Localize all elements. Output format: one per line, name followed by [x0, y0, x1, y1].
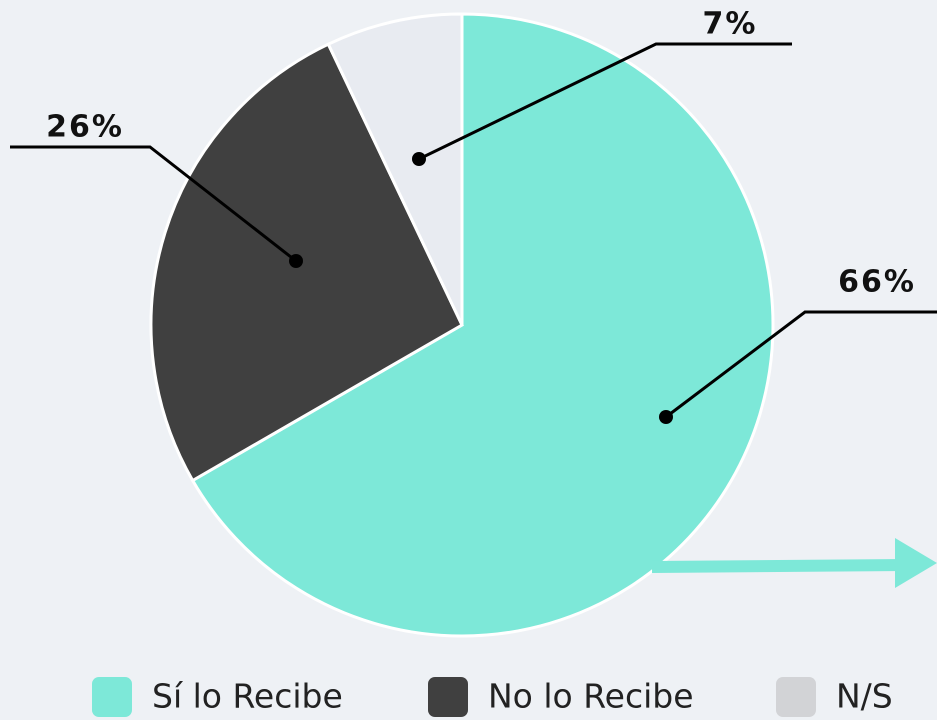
- leader-line: [418, 42, 792, 161]
- arrow-head: [895, 538, 937, 588]
- legend-label: N/S: [836, 677, 893, 716]
- value-label: 26%: [46, 110, 124, 145]
- legend-swatch: [92, 677, 132, 717]
- labels: 66% 26% 7%: [10, 7, 937, 424]
- leader-dot: [412, 152, 426, 166]
- arrow-shaft: [651, 559, 906, 573]
- legend-swatch: [428, 677, 468, 717]
- arrow: [651, 538, 937, 588]
- value-label: 7%: [703, 7, 758, 42]
- legend-label: No lo Recibe: [488, 677, 694, 716]
- leader-line: [665, 310, 937, 419]
- value-label: 66%: [838, 265, 916, 300]
- slice: [326, 12, 464, 326]
- legend: Sí lo Recibe No lo Recibe N/S: [92, 677, 893, 717]
- slice: [190, 12, 775, 638]
- leader-line: [10, 145, 297, 263]
- legend-swatch: [776, 677, 816, 717]
- pie: [149, 12, 775, 638]
- legend-label: Sí lo Recibe: [152, 677, 343, 716]
- slice: [149, 42, 464, 483]
- leader-dot: [659, 410, 673, 424]
- leader-dot: [289, 254, 303, 268]
